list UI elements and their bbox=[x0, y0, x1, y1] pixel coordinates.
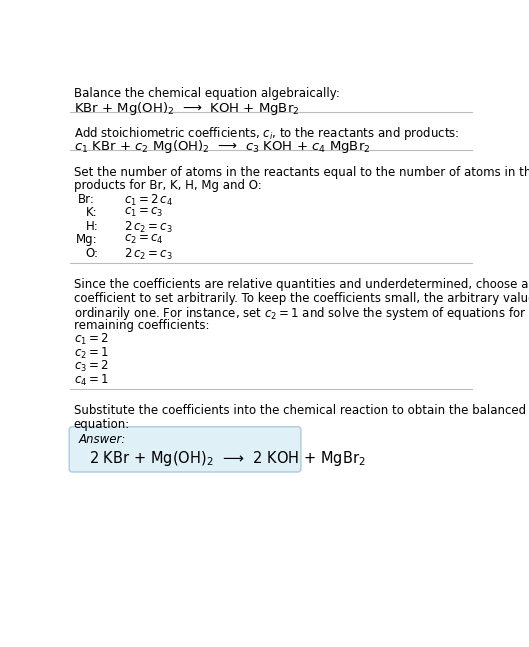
Text: equation:: equation: bbox=[74, 418, 130, 431]
Text: Answer:: Answer: bbox=[78, 433, 126, 446]
Text: $c_1$ KBr + $c_2$ Mg(OH)$_2$  ⟶  $c_3$ KOH + $c_4$ MgBr$_2$: $c_1$ KBr + $c_2$ Mg(OH)$_2$ ⟶ $c_3$ KOH… bbox=[74, 138, 370, 155]
Text: Set the number of atoms in the reactants equal to the number of atoms in the: Set the number of atoms in the reactants… bbox=[74, 166, 529, 179]
Text: Br:: Br: bbox=[78, 193, 95, 206]
Text: $c_1 = 2$: $c_1 = 2$ bbox=[74, 332, 109, 347]
Text: 2 KBr + Mg(OH)$_2$  ⟶  2 KOH + MgBr$_2$: 2 KBr + Mg(OH)$_2$ ⟶ 2 KOH + MgBr$_2$ bbox=[89, 450, 366, 468]
Text: Mg:: Mg: bbox=[76, 233, 97, 246]
FancyBboxPatch shape bbox=[69, 427, 301, 472]
Text: $c_1 = 2\,c_4$: $c_1 = 2\,c_4$ bbox=[124, 193, 174, 208]
Text: Add stoichiometric coefficients, $c_i$, to the reactants and products:: Add stoichiometric coefficients, $c_i$, … bbox=[74, 125, 459, 142]
Text: $c_1 = c_3$: $c_1 = c_3$ bbox=[124, 206, 163, 219]
Text: Since the coefficients are relative quantities and underdetermined, choose a: Since the coefficients are relative quan… bbox=[74, 278, 528, 291]
Text: $c_4 = 1$: $c_4 = 1$ bbox=[74, 373, 109, 388]
Text: Balance the chemical equation algebraically:: Balance the chemical equation algebraica… bbox=[74, 87, 340, 100]
Text: remaining coefficients:: remaining coefficients: bbox=[74, 319, 209, 332]
Text: $c_3 = 2$: $c_3 = 2$ bbox=[74, 359, 109, 374]
Text: Substitute the coefficients into the chemical reaction to obtain the balanced: Substitute the coefficients into the che… bbox=[74, 404, 526, 417]
Text: coefficient to set arbitrarily. To keep the coefficients small, the arbitrary va: coefficient to set arbitrarily. To keep … bbox=[74, 292, 529, 305]
Text: ordinarily one. For instance, set $c_2 = 1$ and solve the system of equations fo: ordinarily one. For instance, set $c_2 =… bbox=[74, 305, 529, 322]
Text: H:: H: bbox=[86, 219, 98, 233]
Text: $2\,c_2 = c_3$: $2\,c_2 = c_3$ bbox=[124, 219, 173, 235]
Text: KBr + Mg(OH)$_2$  ⟶  KOH + MgBr$_2$: KBr + Mg(OH)$_2$ ⟶ KOH + MgBr$_2$ bbox=[74, 100, 299, 117]
Text: $2\,c_2 = c_3$: $2\,c_2 = c_3$ bbox=[124, 247, 173, 261]
Text: K:: K: bbox=[86, 206, 97, 219]
Text: O:: O: bbox=[86, 247, 98, 259]
Text: $c_2 = 1$: $c_2 = 1$ bbox=[74, 345, 109, 360]
Text: products for Br, K, H, Mg and O:: products for Br, K, H, Mg and O: bbox=[74, 179, 262, 192]
Text: $c_2 = c_4$: $c_2 = c_4$ bbox=[124, 233, 164, 247]
